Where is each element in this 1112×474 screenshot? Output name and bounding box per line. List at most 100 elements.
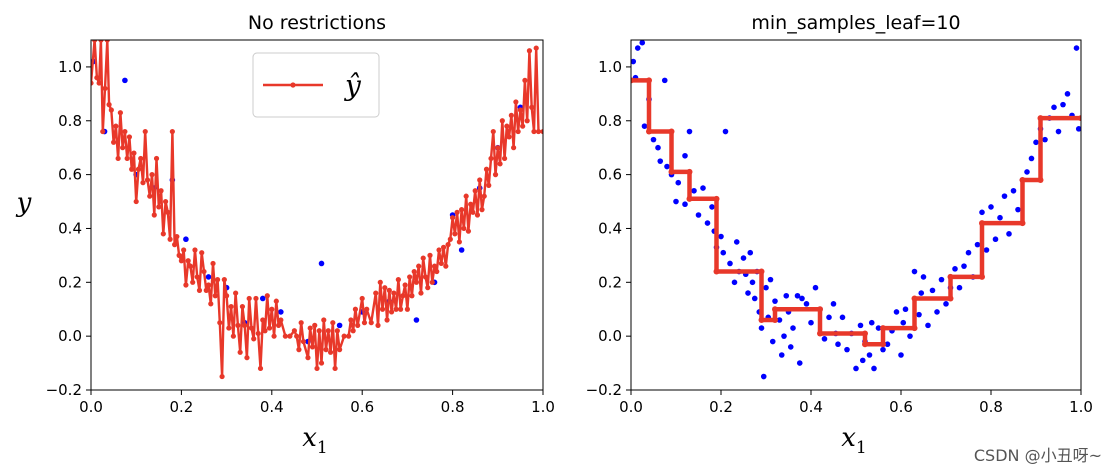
- prediction-marker: [713, 195, 720, 202]
- prediction-marker: [131, 150, 137, 156]
- x-tick-label: 0.2: [169, 398, 193, 416]
- data-point: [767, 276, 774, 283]
- prediction-marker: [454, 209, 460, 215]
- prediction-marker: [499, 118, 505, 124]
- data-point: [835, 341, 841, 348]
- prediction-marker: [318, 360, 325, 366]
- prediction-marker: [113, 123, 119, 129]
- prediction-marker: [253, 295, 259, 302]
- prediction-marker: [176, 252, 182, 258]
- data-point: [664, 163, 670, 170]
- prediction-marker: [160, 231, 166, 237]
- x-tick-label: 0.6: [889, 398, 913, 416]
- prediction-marker: [332, 365, 338, 372]
- prediction-marker: [511, 145, 517, 151]
- prediction-marker: [341, 333, 347, 339]
- prediction-marker: [817, 306, 823, 313]
- prediction-marker: [153, 155, 160, 162]
- prediction-marker: [438, 260, 444, 267]
- prediction-marker: [474, 212, 481, 218]
- data-point: [682, 152, 688, 159]
- data-point: [749, 279, 756, 286]
- prediction-marker: [92, 40, 98, 43]
- prediction-marker: [1037, 115, 1044, 122]
- prediction-marker: [631, 77, 634, 84]
- data-point: [1024, 169, 1030, 175]
- prediction-marker: [321, 317, 327, 323]
- data-point: [691, 187, 697, 194]
- x-tick-label: 0.2: [709, 398, 733, 416]
- data-point: [799, 295, 805, 302]
- prediction-marker: [386, 287, 392, 293]
- prediction-marker: [477, 177, 483, 183]
- data-point: [844, 346, 850, 353]
- prediction-marker: [208, 301, 214, 307]
- prediction-marker: [239, 303, 246, 310]
- prediction-marker: [165, 209, 171, 215]
- prediction-marker: [300, 338, 307, 345]
- prediction-marker: [91, 80, 94, 86]
- data-point: [938, 276, 945, 283]
- data-point: [769, 338, 776, 345]
- prediction-marker: [199, 250, 205, 256]
- prediction-marker: [398, 306, 404, 312]
- data-point: [783, 292, 790, 299]
- prediction-marker: [273, 298, 279, 304]
- data-point: [965, 249, 972, 256]
- prediction-marker: [178, 258, 184, 264]
- prediction-marker: [172, 242, 178, 248]
- prediction-marker: [535, 128, 542, 135]
- prediction-marker: [382, 285, 388, 291]
- data-point: [929, 287, 936, 294]
- prediction-marker: [668, 128, 675, 135]
- chart-title: No restrictions: [248, 12, 386, 34]
- prediction-marker: [169, 128, 175, 135]
- prediction-marker: [133, 198, 139, 205]
- prediction-marker: [443, 263, 449, 269]
- prediction-marker: [235, 322, 241, 328]
- prediction-marker: [106, 102, 112, 108]
- y-tick-label: 0.4: [58, 219, 82, 237]
- data-point: [259, 295, 266, 302]
- prediction-marker: [192, 247, 198, 253]
- prediction-marker: [255, 330, 261, 337]
- y-tick-label: −0.2: [586, 381, 622, 399]
- y-tick-label: 0.0: [58, 327, 82, 345]
- data-point: [796, 360, 803, 366]
- prediction-marker: [246, 295, 252, 302]
- data-point: [868, 319, 875, 326]
- data-point: [1042, 136, 1048, 143]
- prediction-marker: [237, 349, 243, 355]
- prediction-marker: [479, 207, 485, 213]
- x-tick-label: 0.4: [260, 398, 284, 416]
- prediction-marker: [465, 228, 472, 234]
- y-tick-label: 0.0: [598, 327, 622, 345]
- prediction-marker: [461, 225, 467, 232]
- prediction-marker: [334, 328, 340, 334]
- prediction-marker: [142, 128, 148, 135]
- prediction-marker: [185, 258, 191, 264]
- prediction-marker: [291, 328, 297, 334]
- x-tick-label: 1.0: [1069, 398, 1093, 416]
- prediction-marker: [330, 320, 336, 326]
- data-point: [839, 314, 846, 321]
- legend: ŷ: [252, 52, 380, 118]
- data-point: [1073, 45, 1080, 51]
- prediction-marker: [495, 145, 501, 151]
- prediction-marker: [388, 309, 395, 315]
- prediction-marker: [346, 333, 352, 339]
- prediction-marker: [314, 365, 320, 372]
- prediction-marker: [151, 212, 157, 218]
- data-point: [902, 306, 909, 313]
- prediction-marker: [181, 247, 187, 253]
- watermark: CSDN @小丑呀~: [973, 446, 1102, 465]
- prediction-marker: [504, 123, 510, 129]
- prediction-marker: [517, 107, 524, 113]
- x-tick-label: 0.4: [799, 398, 823, 416]
- prediction-marker: [203, 287, 209, 293]
- y-tick-label: −0.2: [46, 381, 82, 399]
- data-point: [631, 58, 637, 65]
- data-point: [1033, 139, 1039, 146]
- prediction-marker: [260, 317, 266, 323]
